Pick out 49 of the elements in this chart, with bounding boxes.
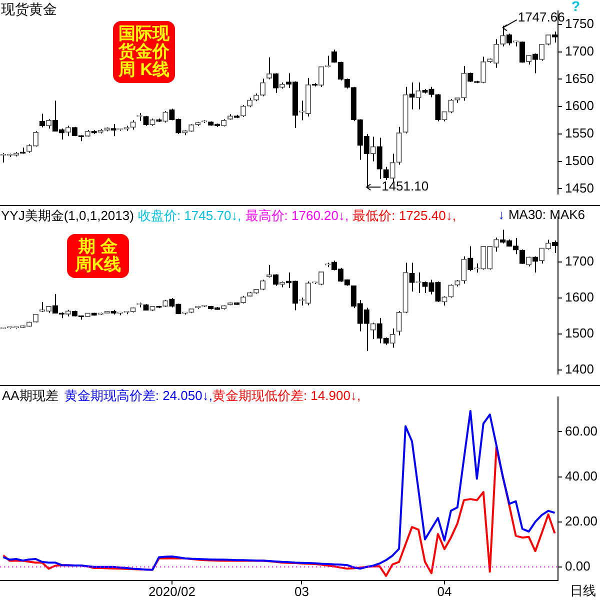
chart-title: 现货黄金 — [1, 1, 57, 19]
y-tick-label: 1600 — [565, 98, 594, 114]
y-tick-label: 1450 — [565, 180, 594, 196]
candlestick — [409, 82, 415, 110]
candlestick — [39, 113, 46, 128]
text: 黄金期现低价差 — [212, 388, 304, 403]
y-tick-label: 1500 — [565, 152, 594, 168]
text: 期 金周K线 — [74, 237, 122, 274]
annotation: : 14.900↓, — [303, 388, 361, 403]
y-tick-label: 40.00 — [565, 468, 598, 484]
y-tick-label: 1750 — [565, 16, 594, 32]
x-tick-label: 03 — [294, 584, 309, 599]
legend-title: AA期现差 — [2, 388, 58, 403]
annotation: 收盘价: 1745.70↓, — [138, 207, 242, 225]
candlestick — [272, 72, 279, 94]
candlestick — [246, 97, 253, 108]
y-tick-label: 20.00 — [565, 513, 598, 528]
y-tick-label: 1550 — [565, 126, 594, 141]
annotation: : 24.050↓, — [155, 388, 212, 403]
annotation: ↓ — [498, 207, 504, 224]
x-tick-label: 04 — [437, 584, 452, 599]
text: ? — [571, 0, 580, 14]
y-tick-label: 60.00 — [565, 423, 598, 438]
y-tick-label: 1700 — [565, 254, 594, 269]
candlestick — [468, 246, 474, 272]
text: 黄金期现高价差 — [64, 388, 156, 403]
candlestick — [532, 256, 538, 273]
y-tick-label: 0.00 — [565, 558, 590, 574]
x-tick-label: 2020/02 — [148, 584, 196, 599]
y-tick-label: 1700 — [565, 43, 594, 58]
candlestick — [519, 249, 526, 264]
candlestick — [240, 104, 246, 118]
candlestick — [532, 53, 538, 74]
y-tick-label: 1600 — [565, 290, 594, 305]
y-tick-label: 1500 — [565, 326, 594, 341]
candlestick — [409, 262, 415, 292]
chart-title: YYJ美期金(1,0,1,2013) — [1, 207, 134, 225]
text: 国际现货金价周 K线 — [118, 24, 170, 79]
candlestick — [519, 40, 526, 64]
candlestick — [376, 137, 382, 180]
annotation: MA30: MAK6 — [508, 207, 586, 224]
annotation: 最低价: 1725.40↓, — [352, 207, 456, 225]
annotation: 1451.10 — [382, 178, 429, 194]
y-tick-label: 1650 — [565, 70, 594, 86]
x-axis-title: 日线 — [570, 582, 596, 600]
y-tick-label: 1400 — [565, 361, 594, 376]
candlestick — [435, 94, 441, 122]
annotation: 最高价: 1760.20↓, — [245, 207, 349, 225]
candlestick — [130, 120, 136, 130]
